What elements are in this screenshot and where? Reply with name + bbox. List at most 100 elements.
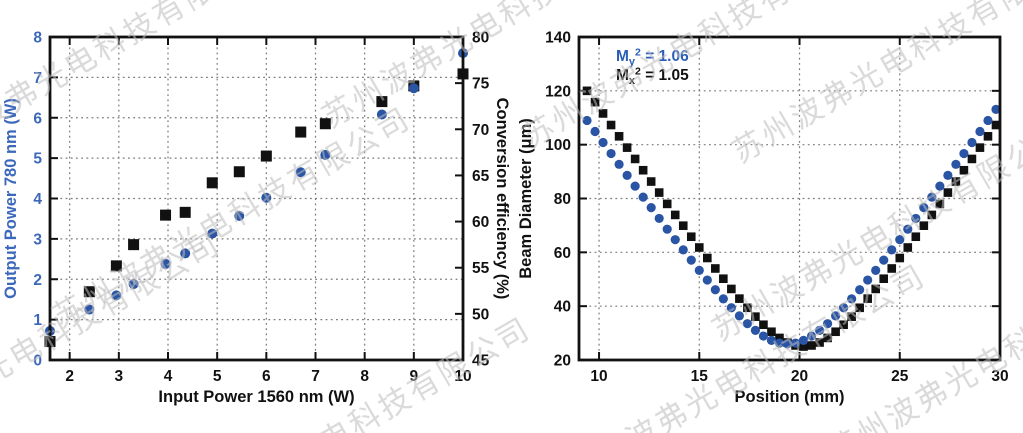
data-point-circle: [320, 149, 331, 160]
data-point-circle: [710, 285, 720, 295]
data-point-square: [935, 199, 945, 209]
data-point-square: [598, 109, 608, 118]
x-tick-label: 30: [991, 368, 1008, 385]
data-point-circle: [590, 126, 600, 137]
right-y-tick-label: 60: [472, 214, 489, 231]
data-point-circle: [582, 115, 592, 126]
x-tick-label: 2: [65, 368, 74, 385]
data-point-square: [767, 327, 776, 337]
x-tick-label: 8: [360, 368, 369, 385]
x-tick-label: 15: [691, 368, 709, 385]
data-point-square: [839, 320, 848, 330]
legend-entry: Mx2 = 1.05: [616, 66, 689, 88]
legend-entry: My2 = 1.06: [616, 47, 689, 69]
data-point-circle: [742, 319, 752, 329]
data-point-circle: [903, 224, 913, 234]
data-point-square: [727, 284, 736, 294]
data-point-square: [903, 243, 913, 252]
series-beam-diameter-y: [582, 104, 1001, 349]
left-y-axis-label: Beam Diameter (μm): [517, 118, 535, 278]
data-point-square: [582, 86, 592, 96]
data-point-square: [110, 260, 122, 272]
x-tick-label: 9: [410, 368, 419, 385]
right-y-tick-label: 55: [472, 260, 490, 277]
series-conversion-efficiency: [44, 68, 469, 348]
data-point-square: [799, 342, 808, 351]
data-point-square: [831, 327, 840, 337]
data-point-square: [179, 206, 191, 218]
data-point-circle: [863, 275, 873, 285]
data-point-circle: [111, 290, 122, 301]
left-y-tick-label: 5: [33, 151, 42, 168]
data-point-circle: [871, 265, 881, 275]
data-point-circle: [814, 325, 825, 335]
x-axis-label: Input Power 1560 nm (W): [158, 388, 354, 406]
data-point-square: [991, 120, 1001, 130]
data-point-square: [927, 210, 937, 220]
left-y-tick-label: 2: [33, 272, 42, 289]
data-point-square: [751, 312, 760, 321]
data-point-square: [654, 188, 664, 197]
left-y-tick-label: 120: [545, 83, 571, 100]
data-point-square: [703, 253, 712, 263]
data-point-square: [951, 177, 961, 186]
data-point-circle: [606, 148, 616, 159]
data-point-square: [895, 253, 905, 263]
data-point-square: [206, 177, 218, 189]
data-point-circle: [694, 265, 704, 275]
data-point-circle: [991, 104, 1001, 115]
data-point-circle: [718, 294, 728, 304]
data-point-square: [943, 188, 953, 197]
data-point-square: [759, 320, 768, 330]
data-point-circle: [261, 192, 272, 203]
data-point-square: [662, 199, 672, 209]
x-tick-label: 3: [115, 368, 124, 385]
data-point-square: [807, 341, 816, 350]
data-point-circle: [726, 303, 736, 313]
data-point-square: [694, 243, 704, 252]
data-point-square: [719, 274, 728, 284]
left-y-tick-label: 80: [554, 191, 571, 208]
right-y-axis-label: Conversion efficiency (%): [493, 98, 511, 300]
data-point-circle: [806, 331, 817, 341]
data-point-square: [622, 143, 632, 152]
right-y-tick-label: 70: [472, 122, 489, 139]
data-point-circle: [630, 181, 640, 191]
left-y-tick-label: 3: [33, 231, 42, 248]
data-point-square: [711, 264, 720, 273]
data-point-circle: [887, 245, 897, 255]
plot-border: [48, 35, 465, 362]
data-point-circle: [782, 339, 793, 349]
data-point-square: [735, 294, 744, 303]
left-y-tick-label: 100: [545, 137, 571, 154]
data-point-square: [83, 286, 95, 298]
data-point-square: [911, 232, 921, 242]
left-y-tick-label: 8: [33, 30, 42, 47]
data-point-circle: [734, 311, 744, 321]
right-y-tick-label: 80: [472, 30, 489, 47]
data-point-circle: [822, 319, 833, 329]
x-tick-label: 6: [262, 368, 271, 385]
x-tick-label: 20: [791, 368, 808, 385]
data-point-square: [847, 312, 856, 321]
data-point-square: [233, 166, 245, 178]
data-point-circle: [847, 294, 857, 304]
data-point-square: [863, 294, 872, 303]
data-point-circle: [662, 224, 672, 234]
data-point-circle: [951, 159, 961, 169]
data-point-circle: [959, 148, 969, 159]
data-point-square: [319, 118, 331, 130]
data-point-circle: [207, 228, 218, 239]
right-y-tick-label: 45: [472, 353, 490, 370]
power-conversion-chart: 2 3 4 5 6 7 8 9 100123456784550556065707580Input…: [2, 30, 511, 407]
x-tick-label: 5: [213, 368, 222, 385]
data-point-circle: [376, 109, 387, 120]
data-point-square: [128, 239, 140, 251]
left-y-tick-label: 60: [554, 245, 571, 262]
data-point-circle: [975, 126, 985, 137]
data-point-square: [614, 132, 624, 141]
x-tick-label: 25: [891, 368, 909, 385]
data-point-circle: [702, 275, 712, 285]
data-point-square: [630, 154, 640, 164]
